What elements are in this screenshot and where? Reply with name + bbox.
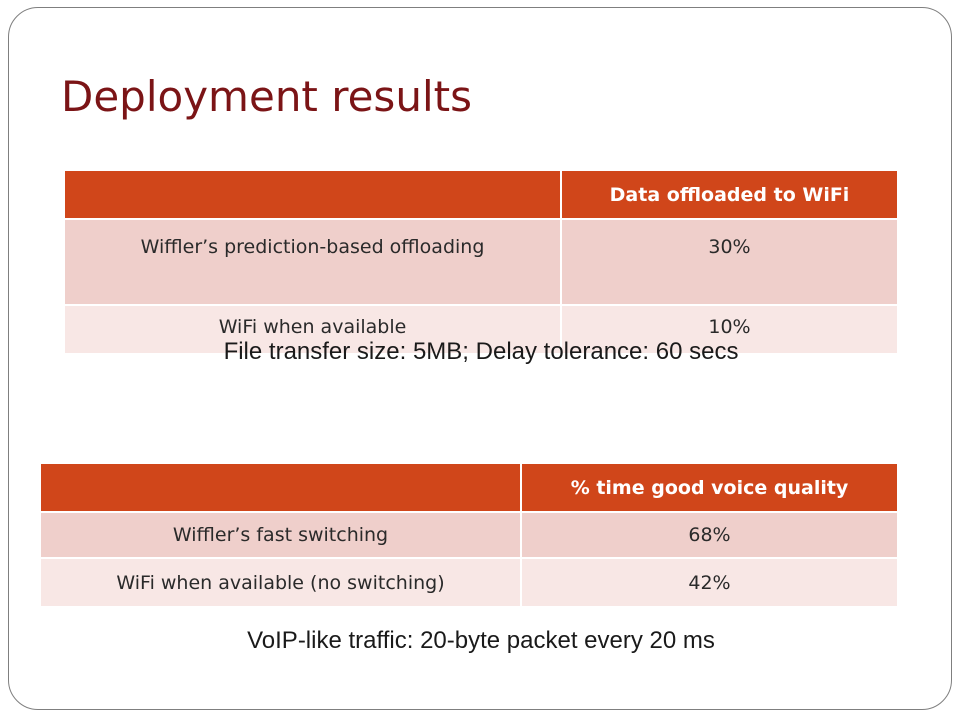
voice-quality-table: % time good voice quality Wiffler’s fast… <box>41 464 897 606</box>
table-header-row: % time good voice quality <box>41 464 897 512</box>
file-transfer-caption: File transfer size: 5MB; Delay tolerance… <box>223 338 739 365</box>
row-label: WiFi when available <box>65 304 561 353</box>
table-row: Wiffler’s prediction-based offloading 30… <box>65 218 897 305</box>
header-cell-voice-quality: % time good voice quality <box>520 464 897 512</box>
slide-title: Deployment results <box>61 72 472 121</box>
table-header-row: Data offloaded to WiFi <box>65 171 897 219</box>
slide: Deployment results Data offloaded to WiF… <box>8 7 952 710</box>
table-row: WiFi when available (no switching) 42% <box>41 557 897 606</box>
table-row: Wiffler’s fast switching 68% <box>41 511 897 558</box>
row-label: Wiffler’s fast switching <box>41 511 521 558</box>
row-value: 68% <box>520 511 897 558</box>
data-offload-table: Data offloaded to WiFi Wiffler’s predict… <box>65 171 897 353</box>
row-label: Wiffler’s prediction-based offloading <box>65 218 561 305</box>
row-label: WiFi when available (no switching) <box>41 557 521 606</box>
table-row: WiFi when available 10% <box>65 304 897 353</box>
header-cell-empty <box>41 464 521 512</box>
voip-traffic-caption: VoIP-like traffic: 20-byte packet every … <box>247 627 715 654</box>
row-value: 30% <box>560 218 897 305</box>
row-value: 42% <box>520 557 897 606</box>
header-cell-data-offloaded: Data offloaded to WiFi <box>560 171 897 219</box>
header-cell-empty <box>65 171 561 219</box>
row-value: 10% <box>560 304 897 353</box>
